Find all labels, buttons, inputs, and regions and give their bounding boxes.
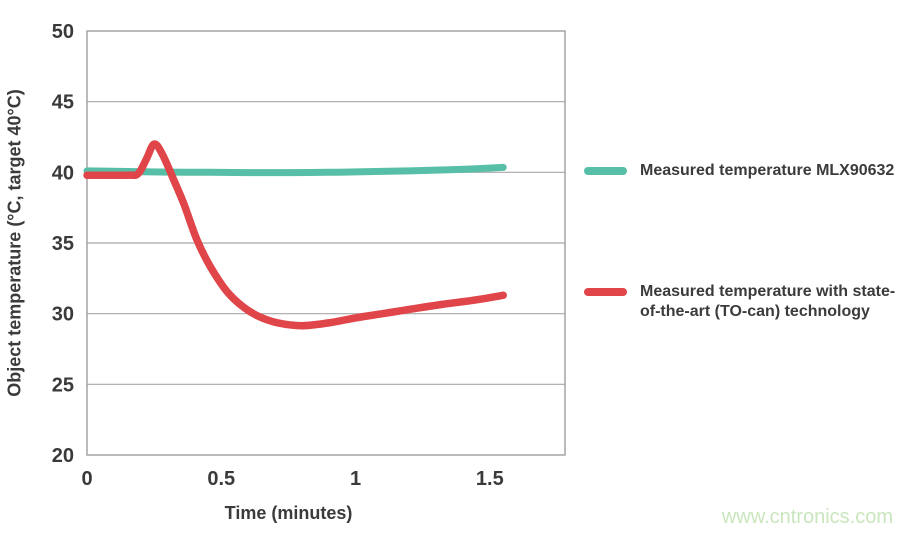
series-line-0 bbox=[83, 163, 507, 177]
legend-item-mlx90632: Measured temperature MLX90632 bbox=[584, 161, 894, 181]
legend-swatch-to-can bbox=[584, 288, 627, 296]
x-tick-label: 0 bbox=[81, 468, 92, 490]
legend-label-line: Measured temperature with state- bbox=[640, 283, 896, 300]
x-tick-label: 0.5 bbox=[207, 468, 235, 490]
y-tick-label: 25 bbox=[52, 374, 74, 396]
legend-label-mlx90632: Measured temperature MLX90632 bbox=[640, 161, 894, 181]
legend-label-line: Measured temperature MLX90632 bbox=[640, 162, 895, 179]
y-tick-label: 30 bbox=[52, 304, 74, 326]
series-line-1 bbox=[83, 140, 507, 330]
legend-label-line: of-the-art (TO-can) technology bbox=[640, 303, 870, 320]
x-tick-label: 1.5 bbox=[476, 468, 504, 490]
legend-label-to-can: Measured temperature with state- of-the-… bbox=[640, 282, 895, 322]
plot-border bbox=[86, 30, 566, 456]
y-tick-label: 20 bbox=[52, 445, 74, 467]
x-tick-label: 1 bbox=[350, 468, 361, 490]
y-tick-label: 45 bbox=[52, 92, 74, 114]
y-axis-title: Object temperature (°C, target 40°C) bbox=[4, 89, 25, 397]
legend-item-to-can: Measured temperature with state- of-the-… bbox=[584, 282, 895, 322]
legend-swatch-mlx90632 bbox=[584, 167, 627, 175]
watermark-text: www.cntronics.com bbox=[721, 506, 893, 528]
y-tick-label: 35 bbox=[52, 233, 74, 255]
y-tick-label: 40 bbox=[52, 162, 74, 184]
x-axis-title: Time (minutes) bbox=[224, 503, 353, 523]
y-tick-label: 50 bbox=[52, 21, 74, 43]
